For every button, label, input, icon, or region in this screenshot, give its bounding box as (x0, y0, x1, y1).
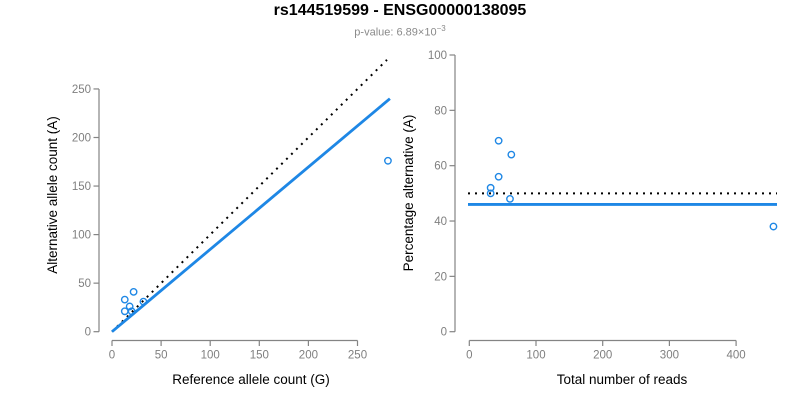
percentage-alternative-plot: 0 100 200 300 400 0 20 40 60 80 100 Total number of… (401, 50, 778, 387)
x-tick-label: 0 (109, 350, 115, 362)
figure-title: rs144519599 - ENSG00000138095 (273, 2, 527, 19)
x-tick-label: 100 (201, 350, 220, 362)
x-tick-label: 250 (348, 350, 367, 362)
data-point (120, 307, 129, 316)
data-point (507, 150, 516, 159)
x-tick-label: 100 (526, 350, 545, 362)
x-tick-label: 200 (299, 350, 318, 362)
data-point (486, 189, 495, 198)
x-axis-title: Reference allele count (G) (172, 372, 330, 387)
y-tick-label: 250 (72, 84, 91, 96)
data-point (494, 172, 503, 181)
x-tick-label: 0 (466, 350, 472, 362)
data-point (769, 222, 778, 231)
data-point (139, 297, 148, 306)
y-tick-label: 80 (434, 105, 447, 117)
pvalue-text: p-value: 6.89×10 (354, 26, 437, 39)
figure-subtitle: p-value: 6.89×10−3 (0, 24, 800, 39)
data-point (127, 307, 136, 316)
data-point (125, 302, 134, 311)
x-tick-label: 400 (727, 350, 746, 362)
data-point (384, 156, 392, 165)
data-point (494, 136, 503, 145)
data-point (506, 194, 514, 203)
y-axis-title: Percentage alternative (A) (401, 115, 416, 272)
y-tick-label: 20 (434, 271, 447, 283)
x-tick-label: 300 (660, 350, 679, 362)
pvalue-exponent: −3 (436, 24, 446, 33)
identity-line-y-equals-x (111, 59, 388, 333)
x-tick-label: 150 (250, 350, 269, 362)
y-tick-label: 100 (428, 50, 447, 62)
y-tick-label: 0 (85, 327, 91, 339)
data-point (120, 295, 129, 304)
fit-line-slope-0.85 (111, 97, 391, 333)
y-tick-label: 0 (441, 327, 447, 339)
y-tick-label: 150 (72, 181, 91, 193)
allele-counts-plot: 0 50 100 150 200 250 0 50 100 150 200 250 Reference … (45, 59, 392, 387)
y-tick-label: 200 (72, 133, 91, 145)
data-point (129, 287, 138, 296)
y-tick-label: 60 (434, 161, 447, 173)
y-axis-title: Alternative allele count (A) (45, 116, 60, 274)
x-axis-title: Total number of reads (557, 372, 688, 387)
y-tick-label: 100 (72, 230, 91, 242)
y-tick-label: 40 (434, 216, 447, 228)
x-tick-label: 200 (593, 350, 612, 362)
x-tick-label: 50 (155, 350, 168, 362)
data-point (486, 183, 495, 192)
y-tick-label: 50 (78, 278, 91, 290)
